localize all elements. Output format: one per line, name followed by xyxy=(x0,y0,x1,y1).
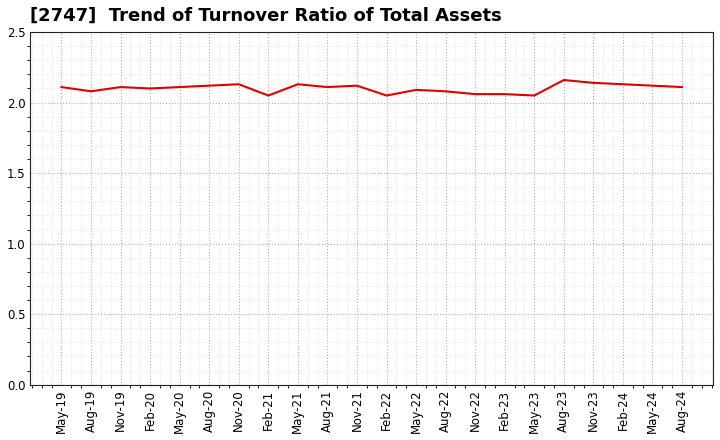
Text: [2747]  Trend of Turnover Ratio of Total Assets: [2747] Trend of Turnover Ratio of Total … xyxy=(30,7,502,25)
